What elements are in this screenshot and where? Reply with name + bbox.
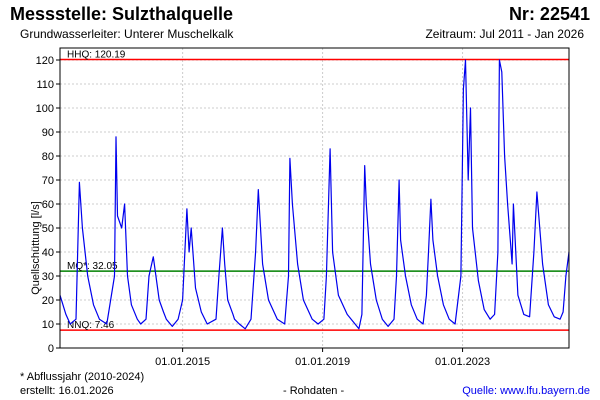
y-tick-label: 20 <box>42 295 54 307</box>
y-tick-label: 70 <box>42 175 54 187</box>
x-tick-label: 01.01.2023 <box>435 356 490 368</box>
rawdata-label: - Rohdaten - <box>283 385 345 397</box>
y-tick-label: 60 <box>42 199 54 211</box>
created-date: erstellt: 16.01.2026 <box>20 385 114 397</box>
aquifer-label: Grundwasserleiter: Unterer Muschelkalk <box>20 27 234 41</box>
y-tick-label: 120 <box>36 55 54 67</box>
source-link[interactable]: Quelle: www.lfu.bayern.de <box>462 385 590 397</box>
y-tick-label: 80 <box>42 151 54 163</box>
y-tick-label: 100 <box>36 103 54 115</box>
ref-label-nnq: NNQ: 7.46 <box>67 320 115 331</box>
station-number: Nr: 22541 <box>508 4 590 24</box>
footnote: * Abflussjahr (2010-2024) <box>20 371 145 383</box>
series-line <box>59 59 570 330</box>
y-tick-label: 90 <box>42 127 54 139</box>
page-title: Messstelle: Sulzthalquelle <box>10 4 234 24</box>
reference-lines: HHQ: 120.19 MQ*: 32.05 NNQ: 7.46 <box>60 50 569 331</box>
y-tick-label: 30 <box>42 271 54 283</box>
y-tick-label: 110 <box>36 79 54 91</box>
series-layer <box>59 59 570 330</box>
y-tick-label: 0 <box>48 343 54 355</box>
ref-label-mq: MQ*: 32.05 <box>67 261 118 272</box>
y-tick-label: 10 <box>42 319 54 331</box>
period-label: Zeitraum: Jul 2011 - Jan 2026 <box>425 27 584 41</box>
x-tick-label: 01.01.2019 <box>295 356 350 368</box>
axes: 0 10 20 30 40 50 60 70 80 90 100 110 120 01.01.2015 01… <box>36 47 570 368</box>
y-tick-label: 40 <box>42 247 54 259</box>
y-axis-label: Quellschüttung [l/s] <box>30 201 42 295</box>
plot-frame <box>59 47 570 349</box>
grid <box>60 48 569 349</box>
y-tick-label: 50 <box>42 223 54 235</box>
x-tick-label: 01.01.2015 <box>155 356 210 368</box>
ref-label-hhq: HHQ: 120.19 <box>67 50 126 61</box>
